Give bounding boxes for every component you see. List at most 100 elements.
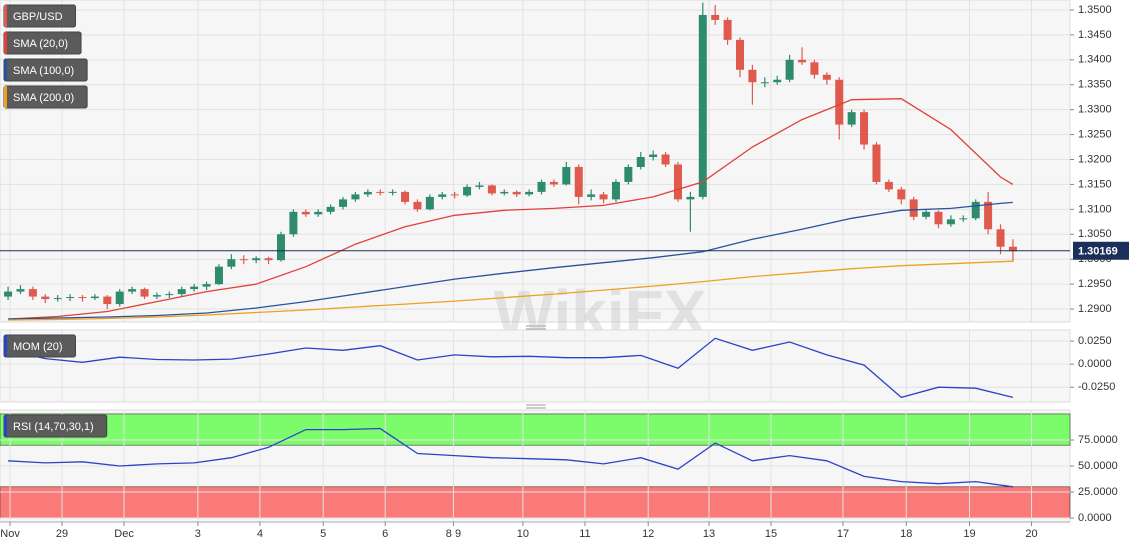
y-tick-label: 1.2950 (1078, 278, 1112, 290)
candle-body (177, 289, 186, 295)
candle-body (661, 154, 670, 165)
candle-body (252, 258, 261, 261)
y-tick-label: 1.3450 (1078, 29, 1112, 41)
y-tick-label: 1.3400 (1078, 54, 1112, 66)
candle-body (1008, 246, 1017, 252)
x-tick-label: 3 (195, 528, 201, 540)
candle-body (401, 191, 410, 202)
y-tick-label: 1.2900 (1078, 303, 1112, 315)
candle-body (301, 211, 310, 215)
candle-body (512, 191, 521, 195)
candle-body (78, 297, 87, 299)
x-tick-label: 5 (320, 528, 326, 540)
candle-body (425, 196, 434, 210)
candle-body (351, 194, 360, 200)
x-tick-label: 17 (837, 528, 849, 540)
candle-body (636, 157, 645, 167)
y-tick-label: 1.3250 (1078, 128, 1112, 140)
candle-body (438, 194, 447, 197)
legend-label: GBP/USD (13, 11, 63, 23)
candle-body (314, 211, 323, 215)
candle-body (276, 234, 285, 261)
candle-body (165, 294, 174, 296)
candle-body (140, 289, 149, 297)
candle-body (649, 154, 658, 158)
candle-body (363, 191, 372, 195)
candle-body (971, 201, 980, 219)
x-tick-label: 8 9 (446, 528, 461, 540)
x-tick-label: 18 (900, 528, 912, 540)
candle-body (773, 79, 782, 83)
x-tick-label: 10 (517, 528, 529, 540)
candle-body (463, 186, 472, 196)
candle-body (66, 297, 75, 299)
legend-label: RSI (14,70,30,1) (13, 421, 94, 433)
candle-body (835, 79, 844, 125)
legend-item: SMA (200,0) (3, 85, 88, 109)
y-tick-label: -0.0250 (1078, 381, 1115, 393)
candle-body (152, 295, 161, 297)
x-tick-label: 20 (1025, 528, 1037, 540)
legend-label: SMA (100,0) (13, 65, 74, 77)
candle-body (884, 181, 893, 190)
candle-body (996, 229, 1005, 247)
candle-body (487, 185, 496, 194)
y-tick-label: 1.3050 (1078, 228, 1112, 240)
candle-body (115, 291, 124, 305)
candle-body (872, 144, 881, 182)
candle-body (450, 194, 459, 196)
candle-body (264, 258, 273, 261)
indicator-line (7, 337, 1014, 399)
legend-swatch (4, 415, 7, 437)
panel-background (0, 0, 1071, 323)
x-tick-label: 6 (382, 528, 388, 540)
candle-body (922, 211, 931, 217)
candle-body (723, 19, 732, 40)
y-tick-label: 0.0000 (1078, 512, 1112, 524)
candle-body (475, 185, 484, 187)
candle-body (686, 196, 695, 200)
x-tick-label: 29 (56, 528, 68, 540)
candle-body (946, 219, 955, 225)
y-tick-label: 1.3150 (1078, 178, 1112, 190)
y-tick-label: 0.0250 (1078, 335, 1112, 347)
x-tick-label: 4 (257, 528, 263, 540)
candle-body (339, 199, 348, 207)
candle-body (785, 59, 794, 80)
candle-body (847, 112, 856, 125)
legend-swatch (4, 335, 7, 357)
indicator-line (8, 260, 1013, 321)
candle-body (190, 286, 199, 290)
legend-swatch (4, 59, 7, 81)
legend-swatch (4, 86, 7, 108)
panel-dividers (526, 325, 546, 409)
y-tick-label: 1.3200 (1078, 153, 1112, 165)
candle-body (934, 211, 943, 225)
y-tick-label: 75.0000 (1078, 434, 1118, 446)
legend-item: RSI (14,70,30,1) (3, 414, 108, 438)
x-tick-label: 12 (642, 528, 654, 540)
candle-body (698, 14, 707, 197)
candle-body (624, 166, 633, 182)
candle-body (500, 191, 509, 194)
indicator-line (8, 201, 1013, 320)
y-tick-label: 1.3500 (1078, 4, 1112, 16)
y-tick-label: 1.3350 (1078, 79, 1112, 91)
y-tick-label: 25.0000 (1078, 486, 1118, 498)
candle-body (673, 164, 682, 200)
candle-body (822, 74, 831, 80)
legend-swatch (4, 5, 7, 27)
candle-body (711, 14, 720, 20)
x-tick-label: 11 (579, 528, 590, 540)
legend-swatch (4, 32, 7, 54)
candle-body (599, 194, 608, 200)
candle-body (587, 194, 596, 197)
legend-item: SMA (100,0) (3, 58, 88, 82)
legend-item: MOM (20) (3, 334, 76, 358)
y-tick-label: 1.3100 (1078, 203, 1112, 215)
candle-body (413, 201, 422, 210)
candle-body (562, 166, 571, 185)
indicator-line (8, 427, 1013, 488)
candle-body (860, 112, 869, 145)
